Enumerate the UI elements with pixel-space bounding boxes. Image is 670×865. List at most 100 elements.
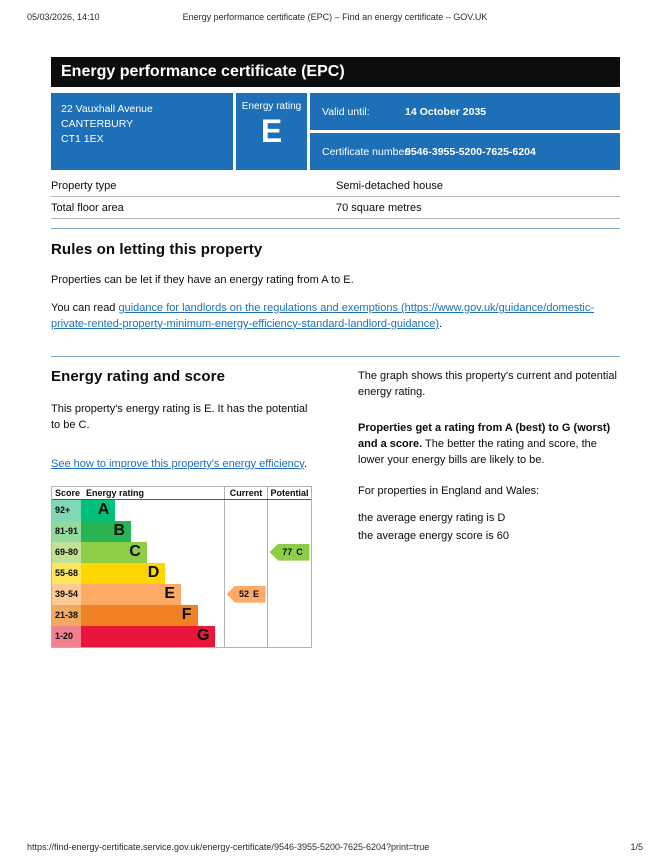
current-column-cell xyxy=(224,520,267,542)
band-bar-f: F xyxy=(81,604,198,626)
current-column-cell xyxy=(224,604,267,626)
chart-band-row-e: 39-54 E 52 E xyxy=(52,583,311,605)
certificate-number-label: Certificate number: xyxy=(322,145,411,158)
chart-band-row-g: 1-20 G xyxy=(52,625,311,647)
band-score-range: 1-20 xyxy=(52,625,81,647)
potential-column-cell xyxy=(267,604,311,626)
improve-paragraph: See how to improve this property's energ… xyxy=(51,457,311,473)
chart-band-row-d: 55-68 D xyxy=(52,562,311,584)
print-footer-url: https://find-energy-certificate.service.… xyxy=(27,842,430,852)
address-line-1: 22 Vauxhall Avenue xyxy=(61,103,153,115)
current-column-cell xyxy=(224,541,267,563)
band-bar-area: D xyxy=(81,562,224,584)
potential-column-cell: 77 C xyxy=(267,541,311,563)
chart-rows: 92+ A 81-91 B 69-80 C 77 C 55-68 D 39-54 E 52 E 21-38 F… xyxy=(52,499,311,647)
landlord-guidance-link[interactable]: guidance for landlords on the regulation… xyxy=(51,301,594,330)
chart-header-rating: Energy rating xyxy=(86,487,145,498)
chart-header-score: Score xyxy=(55,487,81,498)
section-divider xyxy=(51,355,620,357)
chart-band-row-f: 21-38 F xyxy=(52,604,311,626)
potential-column-cell xyxy=(267,520,311,542)
rules-paragraph-1: Properties can be let if they have an en… xyxy=(51,274,354,286)
graph-description: The graph shows this property's current … xyxy=(358,369,617,398)
property-address: 22 Vauxhall Avenue CANTERBURY CT1 1EX xyxy=(51,93,233,170)
rating-left-column: Energy rating and score This property's … xyxy=(51,367,312,648)
band-bar-area: A xyxy=(81,499,224,521)
potential-column-cell xyxy=(267,499,311,521)
energy-rating-label: Energy rating xyxy=(241,101,302,112)
band-score-range: 92+ xyxy=(52,499,81,521)
property-table-label: Total floor area xyxy=(51,201,124,214)
chart-header: Score Energy rating Current Potential xyxy=(52,486,311,500)
potential-letter: C xyxy=(296,547,303,558)
print-footer-page-number: 1/5 xyxy=(630,842,643,852)
certificate-number-row: Certificate number: 9546-3955-5200-7625-… xyxy=(310,133,620,170)
potential-rating-arrow: 77 C xyxy=(269,543,310,561)
epc-rating-chart: Score Energy rating Current Potential 92… xyxy=(51,485,312,648)
print-header: 05/03/2026, 14:10 Energy performance cer… xyxy=(27,12,643,22)
print-datetime: 05/03/2026, 14:10 xyxy=(27,12,100,22)
potential-column-cell xyxy=(267,562,311,584)
band-bar-area: B xyxy=(81,520,224,542)
band-bar-e: E xyxy=(81,583,182,605)
certificate-banner: Energy performance certificate (EPC) xyxy=(51,57,620,87)
current-column-cell xyxy=(224,499,267,521)
current-score: 52 xyxy=(238,589,249,600)
england-wales-paragraph: For properties in England and Wales: xyxy=(358,484,540,497)
property-table-row: Property type Semi-detached house xyxy=(51,175,620,197)
average-rating-line: the average energy rating is D xyxy=(358,512,506,525)
band-score-range: 21-38 xyxy=(52,604,81,626)
averages-paragraph: the average energy rating is D the avera… xyxy=(358,510,620,545)
band-bar-b: B xyxy=(81,520,132,542)
property-details-table: Property type Semi-detached house Total fl… xyxy=(51,175,620,219)
rating-paragraph: This property's energy rating is E. It h… xyxy=(51,402,308,431)
band-score-range: 81-91 xyxy=(52,520,81,542)
current-column-cell xyxy=(224,562,267,584)
average-score-line: the average energy score is 60 xyxy=(358,530,510,543)
print-footer: https://find-energy-certificate.service.… xyxy=(27,842,643,852)
current-column-cell: 52 E xyxy=(224,583,267,605)
property-table-value: 70 square metres xyxy=(336,201,422,214)
band-bar-c: C xyxy=(81,541,147,563)
validity-cell: Valid until: 14 October 2035 Certificate… xyxy=(310,93,620,170)
valid-until-row: Valid until: 14 October 2035 xyxy=(310,93,620,130)
band-score-range: 69-80 xyxy=(52,541,81,563)
address-line-3: CT1 1EX xyxy=(61,133,104,146)
energy-rating-cell: Energy rating E xyxy=(236,93,307,170)
certificate-summary-box: 22 Vauxhall Avenue CANTERBURY CT1 1EX En… xyxy=(51,93,620,170)
band-score-range: 39-54 xyxy=(52,583,81,605)
rating-rule-bold: Properties get a rating from A (best) to… xyxy=(358,421,611,450)
valid-until-value: 14 October 2035 xyxy=(405,105,487,118)
band-bar-area: G xyxy=(81,625,224,647)
energy-rating-letter: E xyxy=(260,113,283,149)
rating-heading: Energy rating and score xyxy=(51,367,226,385)
band-bar-area: F xyxy=(81,604,224,626)
band-score-range: 55-68 xyxy=(52,562,81,584)
improve-efficiency-link[interactable]: See how to improve this property's energ… xyxy=(51,457,304,470)
banner-title: Energy performance certificate (EPC) xyxy=(61,63,345,80)
chart-header-potential: Potential xyxy=(267,486,311,499)
chart-header-current: Current xyxy=(224,486,267,499)
current-rating-arrow: 52 E xyxy=(226,585,266,603)
rules-paragraph-2-suffix: . xyxy=(439,317,443,330)
property-table-row: Total floor area 70 square metres xyxy=(51,197,620,219)
band-bar-g: G xyxy=(81,625,216,647)
rules-paragraph-2: You can read guidance for landlords on t… xyxy=(51,301,620,333)
potential-column-cell xyxy=(267,625,311,647)
potential-score: 77 xyxy=(282,547,293,558)
chart-band-row-a: 92+ A xyxy=(52,499,311,521)
chart-band-row-c: 69-80 C 77 C xyxy=(52,541,311,563)
rules-paragraph-2-prefix: You can read xyxy=(51,301,119,314)
improve-suffix: . xyxy=(303,457,308,470)
valid-until-label: Valid until: xyxy=(322,105,370,118)
band-bar-d: D xyxy=(81,562,166,584)
band-bar-area: C xyxy=(81,541,224,563)
address-line-2: CANTERBURY xyxy=(61,118,134,131)
band-bar-area: E xyxy=(81,583,224,605)
energy-rating-section: Energy rating and score This property's … xyxy=(51,368,620,648)
rating-right-column: The graph shows this property's current … xyxy=(358,368,620,648)
potential-column-cell xyxy=(267,583,311,605)
rating-rule-rest: The better the rating and score, the low… xyxy=(358,437,597,466)
rating-rule-paragraph: Properties get a rating from A (best) to… xyxy=(358,421,620,469)
